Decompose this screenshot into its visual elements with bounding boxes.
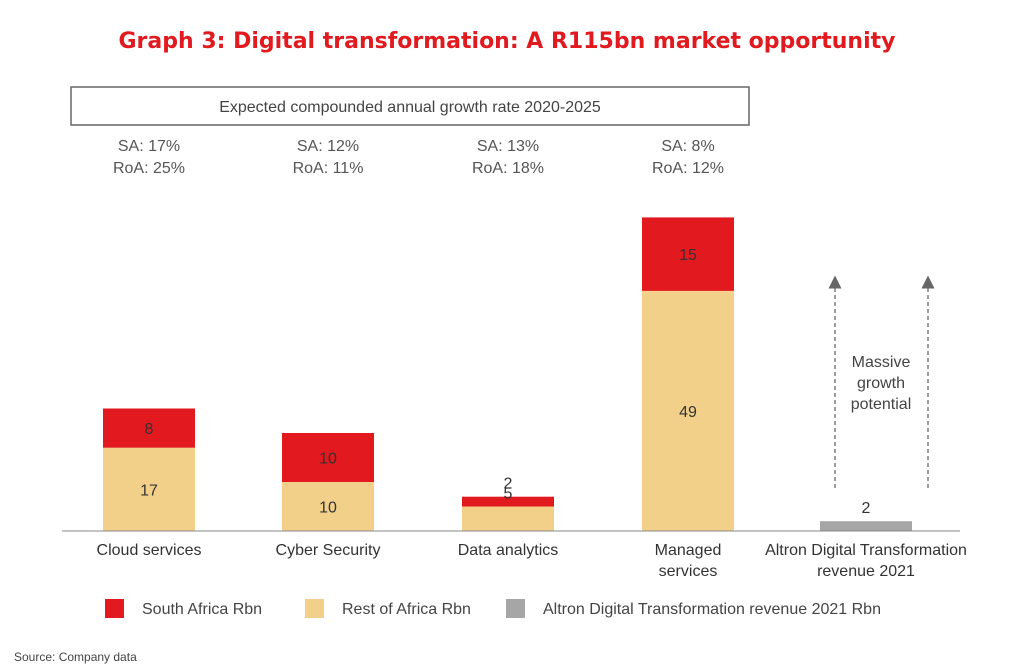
bar-value-label-4-series-2: 2	[862, 500, 871, 517]
category-label-4-line-0: Altron Digital Transformation	[765, 542, 967, 559]
bar-value-label-1-series-1: 10	[319, 451, 337, 468]
bar-4-series-2	[820, 521, 912, 531]
growth-sa-1: SA: 12%	[297, 138, 359, 155]
bar-0-series-0	[103, 447, 195, 531]
bar-1-series-0	[282, 482, 374, 531]
legend-label-2: Altron Digital Transformation revenue 20…	[543, 601, 881, 618]
growth-sa-3: SA: 8%	[661, 138, 714, 155]
growth-roa-1: RoA: 11%	[293, 160, 364, 177]
cagr-box	[70, 86, 750, 126]
bar-3-series-0	[642, 290, 734, 531]
legend-label-1: Rest of Africa Rbn	[342, 601, 471, 618]
legend-swatch-0	[105, 599, 124, 618]
bars	[103, 217, 912, 531]
bar-value-label-0-series-0: 17	[140, 482, 158, 499]
bar-1-series-1	[282, 433, 374, 482]
category-label-2-line-0: Data analytics	[458, 542, 559, 559]
legend-swatch-2	[506, 599, 525, 618]
growth-sa-2: SA: 13%	[477, 138, 539, 155]
bar-value-label-3-series-1: 15	[679, 247, 697, 264]
cagr-label: Expected compounded annual growth rate 2…	[219, 99, 601, 116]
chart-title: Graph 3: Digital transformation: A R115b…	[119, 29, 896, 54]
legend-label-0: South Africa Rbn	[142, 601, 262, 618]
annotation-line-3: potential	[851, 396, 912, 413]
bar-value-label-0-series-1: 8	[145, 421, 154, 438]
bar-value-label-1-series-0: 10	[319, 500, 337, 517]
bar-value-label-2-series-0: 5	[504, 486, 513, 503]
bar-value-label-2-series-1: 2	[504, 476, 513, 493]
category-label-1-line-0: Cyber Security	[276, 542, 381, 559]
growth-roa-2: RoA: 18%	[472, 160, 544, 177]
annotation-line-1: Massive	[852, 354, 911, 371]
category-label-3-line-1: services	[659, 563, 718, 580]
source-note: Source: Company data	[14, 650, 137, 664]
category-label-4-line-1: revenue 2021	[817, 563, 915, 580]
category-label-3-line-0: Managed	[655, 542, 722, 559]
category-labels: Cloud services Cyber Security Data analyti…	[97, 542, 967, 580]
category-label-0-line-0: Cloud services	[97, 542, 202, 559]
bar-value-label-3-series-0: 49	[679, 404, 697, 421]
legend: South Africa Rbn Rest of Africa Rbn Altron…	[105, 599, 881, 618]
bar-2-series-1	[462, 496, 554, 507]
bar-2-series-0	[462, 506, 554, 531]
growth-rates: SA: 17% RoA: 25% SA: 12% RoA: 11% SA: 13% RoA…	[113, 138, 724, 177]
growth-sa-0: SA: 17%	[118, 138, 180, 155]
legend-swatch-1	[305, 599, 324, 618]
annotation-line-2: growth	[857, 375, 905, 392]
bar-3-series-1	[642, 217, 734, 291]
growth-roa-3: RoA: 12%	[652, 160, 724, 177]
growth-roa-0: RoA: 25%	[113, 160, 185, 177]
bar-0-series-1	[103, 408, 195, 448]
